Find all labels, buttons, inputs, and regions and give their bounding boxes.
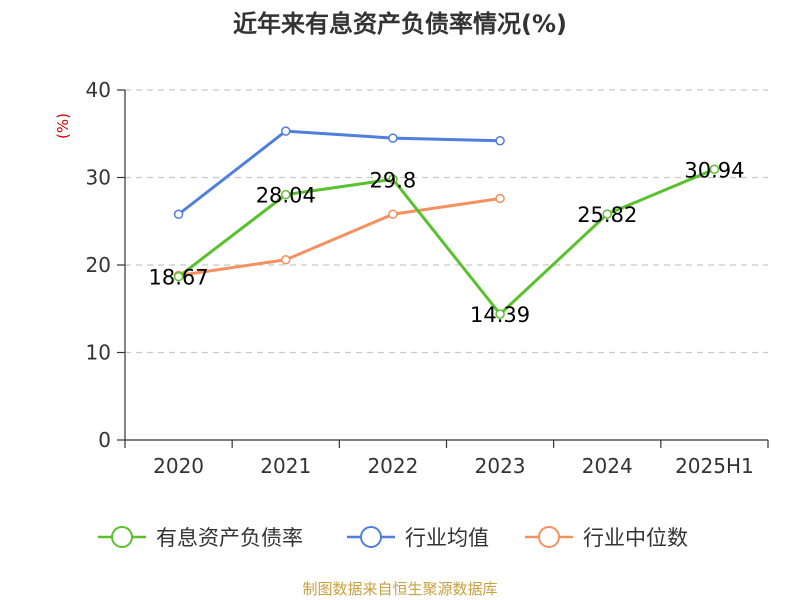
legend-swatch-marker (360, 526, 382, 548)
legend-label: 有息资产负债率 (156, 526, 303, 550)
y-tick-label: 20 (86, 253, 111, 277)
data-label: 29.8 (370, 168, 417, 192)
y-tick-label: 30 (86, 166, 111, 190)
x-tick-label: 2021 (260, 454, 311, 478)
axes: 0 10 20 30 40 2020 2021 2022 2023 2024 2025H1 (86, 78, 769, 478)
y-tick-label: 0 (98, 428, 111, 452)
x-tick-label: 2024 (582, 454, 633, 478)
data-label: 30.94 (684, 158, 744, 182)
data-point (281, 126, 291, 136)
data-point (388, 209, 398, 219)
series-line (177, 167, 715, 317)
legend[interactable]: 有息资产负债率 行业均值 行业中位数 (98, 526, 688, 550)
y-tick-label: 40 (86, 78, 111, 102)
series-lines (173, 126, 720, 319)
data-point (388, 174, 398, 184)
legend-swatch-marker (111, 526, 133, 548)
x-tick-label: 2022 (367, 454, 418, 478)
x-tick-label: 2020 (153, 454, 204, 478)
data-label: 14.39 (470, 303, 530, 327)
legend-item[interactable]: 有息资产负债率 (98, 526, 303, 550)
data-labels: 18.67 28.04 29.8 14.39 25.82 30.94 (149, 158, 745, 327)
data-point (602, 209, 612, 219)
y-tick-label: 10 (86, 341, 111, 365)
data-point (495, 136, 505, 146)
data-point (495, 309, 505, 319)
chart-title: 近年来有息资产负债率情况(%) (233, 10, 567, 38)
data-point (173, 209, 184, 219)
legend-item[interactable]: 行业中位数 (525, 526, 688, 550)
data-point (709, 164, 720, 175)
x-tick-label: 2025H1 (675, 454, 754, 478)
data-point (495, 193, 505, 204)
legend-label: 行业中位数 (583, 526, 688, 550)
data-label: 18.67 (149, 266, 209, 290)
series-line (177, 129, 501, 216)
data-label: 28.04 (256, 184, 316, 208)
legend-item[interactable]: 行业均值 (347, 526, 489, 550)
data-point (281, 189, 291, 200)
x-tick-label: 2023 (475, 454, 526, 478)
source-note: 制图数据来自恒生聚源数据库 (302, 580, 498, 598)
legend-label: 行业均值 (405, 526, 489, 550)
data-point (388, 133, 398, 143)
grid-lines (125, 89, 768, 354)
data-label: 25.82 (577, 203, 637, 227)
series-line (178, 197, 501, 277)
data-point (281, 255, 291, 265)
legend-swatch-marker (538, 526, 560, 548)
y-axis-label: (%) (54, 113, 72, 139)
data-point (173, 271, 184, 282)
